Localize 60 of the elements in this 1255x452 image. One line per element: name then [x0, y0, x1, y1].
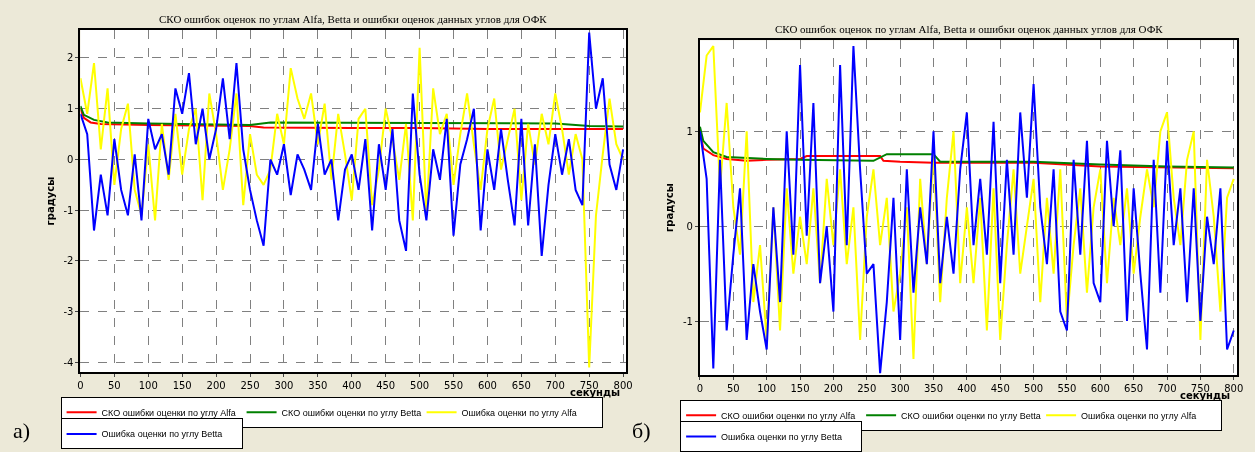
x-tick-label: 800	[613, 380, 633, 392]
y-tick-label: -3	[63, 306, 74, 318]
x-tick-label: 350	[923, 383, 944, 395]
legend-label: СКО ошибки оценки по углу Betta	[901, 410, 1041, 421]
x-tick-label: 0	[77, 380, 84, 392]
x-tick-label: 100	[757, 383, 777, 395]
x-tick-label: 400	[342, 380, 362, 392]
x-tick-label: 800	[1224, 383, 1244, 395]
x-tick-label: 400	[957, 383, 977, 395]
legend-label: СКО ошибки оценки по углу Alfa	[721, 410, 856, 421]
chart-title: СКО ошибок оценок по углам Alfa, Betta и ошибки оценок данных углов для ОФК	[775, 23, 1164, 35]
x-tick-label: 600	[1090, 383, 1110, 395]
x-tick-label: 450	[376, 380, 396, 392]
y-axis-title: градусы	[44, 176, 56, 226]
x-tick-label: 750	[1190, 383, 1210, 395]
text: б)	[632, 418, 651, 443]
x-tick-label: 150	[172, 380, 192, 392]
legend-label: Ошибка оценки по углу Alfa	[1081, 410, 1197, 421]
y-tick-label: 1	[67, 103, 74, 115]
y-tick-label: -1	[682, 315, 693, 327]
x-tick-label: 200	[823, 383, 843, 395]
x-tick-label: 300	[274, 380, 294, 392]
y-tick-label: 2	[67, 52, 74, 64]
x-tick-label: 750	[579, 380, 599, 392]
x-tick-label: 450	[990, 383, 1010, 395]
x-tick-label: 500	[410, 380, 430, 392]
y-tick-label: -1	[63, 204, 74, 216]
legend-label: СКО ошибки оценки по углу Alfa	[101, 407, 236, 418]
y-tick-label: -4	[63, 357, 74, 369]
y-axis-title: градусы	[664, 183, 676, 232]
x-tick-label: 50	[107, 380, 121, 392]
x-tick-label: 500	[1024, 383, 1044, 395]
x-tick-label: 350	[308, 380, 328, 392]
line-series	[80, 31, 625, 257]
x-tick-label: 550	[1057, 383, 1077, 395]
line-series	[80, 46, 625, 369]
x-tick-label: 650	[1124, 383, 1144, 395]
y-tick-label: -2	[63, 255, 74, 267]
legend-label: Ошибка оценки по углу Betta	[721, 432, 842, 443]
x-tick-label: 250	[240, 380, 260, 392]
x-tick-label: 650	[511, 380, 531, 392]
x-tick-label: 0	[696, 383, 704, 395]
x-tick-label: 100	[138, 380, 158, 392]
x-tick-label: 700	[1157, 383, 1177, 395]
x-tick-label: 700	[545, 380, 565, 392]
legend-label: Ошибка оценки по углу Betta	[101, 429, 223, 440]
y-tick-label: 1	[686, 125, 693, 137]
x-tick-label: 200	[206, 380, 226, 392]
x-tick-label: 150	[790, 383, 810, 395]
x-tick-label: 600	[477, 380, 497, 392]
x-tick-label: 550	[443, 380, 464, 392]
y-tick-label: 0	[686, 220, 693, 232]
x-tick-label: 50	[726, 383, 740, 395]
x-tick-label: 300	[890, 383, 910, 395]
text: а)	[13, 418, 31, 443]
x-tick-label: 250	[857, 383, 877, 395]
chart-title: СКО ошибок оценок по углам Alfa, Betta и ошибки оценок данных углов для ОФК	[159, 13, 548, 25]
legend-label: СКО ошибки оценки по углу Betta	[281, 407, 422, 418]
y-tick-label: 0	[67, 153, 74, 165]
legend-label: Ошибка оценки по углу Alfa	[461, 407, 577, 418]
